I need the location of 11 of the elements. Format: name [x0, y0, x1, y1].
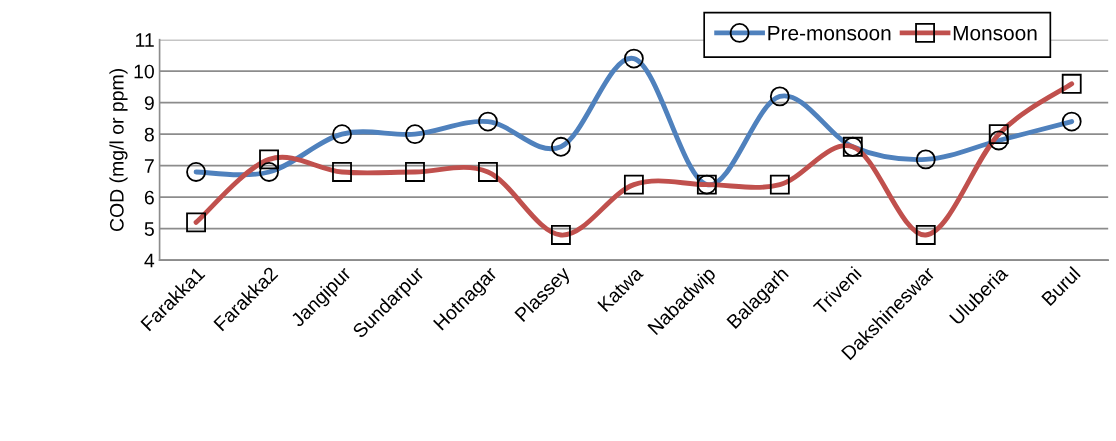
legend-label: Pre-monsoon	[768, 25, 891, 41]
legend-label: Monsoon	[953, 25, 1037, 41]
y-tick-label: 8	[144, 127, 154, 142]
y-tick-label: 10	[134, 64, 154, 79]
y-tick-label: 6	[144, 190, 154, 205]
y-tick-label: 5	[144, 222, 154, 236]
y-tick-label: 7	[144, 159, 154, 173]
y-axis-title: COD (mg/l or ppm)	[109, 69, 128, 232]
y-tick-label: 9	[144, 96, 154, 110]
y-tick-label: 4	[144, 253, 155, 268]
y-tick-label: 11	[136, 33, 154, 47]
